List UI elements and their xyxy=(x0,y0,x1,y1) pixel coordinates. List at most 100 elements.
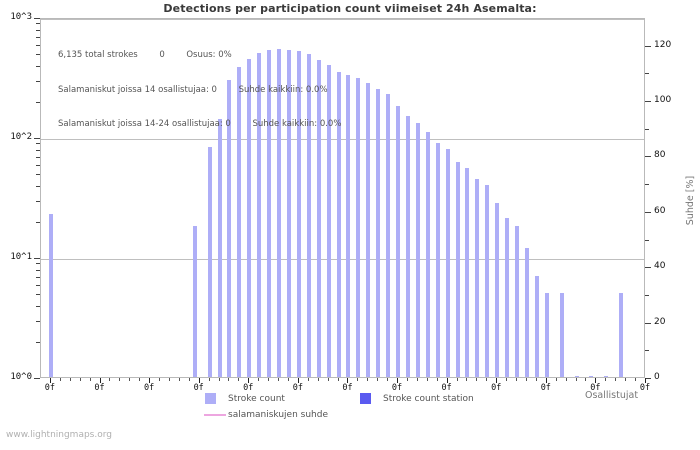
y-tick-label-right: 100 xyxy=(654,95,672,106)
x-tick-minor xyxy=(377,378,379,381)
x-tick-minor xyxy=(416,378,418,381)
x-tick xyxy=(446,378,448,383)
x-tick xyxy=(595,378,597,383)
bar xyxy=(306,54,311,377)
x-tick-minor xyxy=(525,378,527,381)
x-tick-label: 0f xyxy=(491,383,502,393)
y-tick-right xyxy=(645,156,651,158)
bar xyxy=(544,293,549,377)
x-tick xyxy=(496,378,498,383)
y-tick-left-minor xyxy=(36,44,40,46)
x-tick-minor xyxy=(516,378,518,381)
x-tick xyxy=(99,378,101,383)
bar xyxy=(48,213,53,377)
x-tick-minor xyxy=(506,378,508,381)
y-tick-left-minor xyxy=(36,143,40,145)
x-tick xyxy=(397,378,399,383)
y-tick-right xyxy=(645,378,651,379)
bar xyxy=(515,226,520,377)
y-tick-right-minor xyxy=(645,294,649,296)
gridline xyxy=(41,139,644,140)
bar xyxy=(396,106,401,377)
x-tick-minor xyxy=(129,378,131,381)
x-tick-minor xyxy=(555,378,557,381)
y-tick-left-minor xyxy=(36,341,40,343)
x-tick-minor xyxy=(406,378,408,381)
y-tick-left-minor xyxy=(36,294,40,296)
y-tick-label-right: 80 xyxy=(654,150,666,161)
x-tick-minor xyxy=(367,378,369,381)
y-tick-left xyxy=(34,378,40,379)
bar xyxy=(247,58,252,377)
bar xyxy=(192,226,197,377)
x-tick-minor xyxy=(238,378,240,381)
y-tick-left-minor xyxy=(36,305,40,307)
x-tick-minor xyxy=(327,378,329,381)
bar xyxy=(346,74,351,377)
x-tick xyxy=(545,378,547,383)
legend-label: salamaniskujen suhde xyxy=(228,410,328,420)
x-tick-minor xyxy=(625,378,627,381)
bar xyxy=(356,78,361,377)
x-tick-minor xyxy=(228,378,230,381)
x-tick-minor xyxy=(585,378,587,381)
x-tick-minor xyxy=(357,378,359,381)
bar xyxy=(237,67,242,377)
x-tick-minor xyxy=(476,378,478,381)
y-tick-left-minor xyxy=(36,80,40,82)
y-tick-label-left: 10^3 xyxy=(10,12,32,22)
x-tick-minor xyxy=(605,378,607,381)
x-tick xyxy=(645,378,646,383)
x-tick-minor xyxy=(59,378,61,381)
y-tick-label-right: 120 xyxy=(654,39,672,50)
x-tick-minor xyxy=(436,378,438,381)
y-tick-left-minor xyxy=(36,29,40,31)
y-tick-right xyxy=(645,101,651,103)
y-tick-right-minor xyxy=(645,184,649,186)
legend-label: Stroke count xyxy=(228,394,285,404)
bar xyxy=(455,161,460,377)
x-tick-minor xyxy=(178,378,180,381)
x-tick-minor xyxy=(307,378,309,381)
y-tick-left-minor xyxy=(36,174,40,176)
x-tick-label: 0f xyxy=(94,383,105,393)
y-tick-left-minor xyxy=(36,23,40,25)
y-tick-left-minor xyxy=(36,164,40,166)
y-axis-title-right: Suhde [%] xyxy=(685,175,697,226)
y-tick-right-minor xyxy=(645,239,649,241)
y-tick-right-minor xyxy=(645,73,649,75)
x-axis-title: Osallistujat xyxy=(585,390,639,401)
bar-series xyxy=(41,19,644,377)
bar xyxy=(435,142,440,377)
bar xyxy=(415,123,420,377)
legend-label: Stroke count station xyxy=(383,394,474,404)
y-tick-left xyxy=(34,18,40,19)
x-tick-minor xyxy=(278,378,280,381)
annotation-line: 6,135 total strokes 0 Osuus: 0% xyxy=(58,50,232,60)
y-tick-label-left: 10^2 xyxy=(10,132,32,142)
x-tick-minor xyxy=(337,378,339,381)
y-tick-left-minor xyxy=(36,221,40,223)
bar xyxy=(405,115,410,377)
x-tick-minor xyxy=(466,378,468,381)
legend-swatch xyxy=(360,393,371,404)
x-tick-minor xyxy=(287,378,289,381)
x-tick-label: 0f xyxy=(193,383,204,393)
y-tick-left-minor xyxy=(36,149,40,151)
bar xyxy=(619,293,624,377)
x-tick-minor xyxy=(188,378,190,381)
bar xyxy=(495,203,500,377)
bar xyxy=(485,184,490,377)
bar xyxy=(425,132,430,377)
y-tick-left-minor xyxy=(36,156,40,158)
annotation-block: 6,135 total strokes 0 Osuus: 0% Salamani… xyxy=(58,27,341,154)
x-tick xyxy=(347,378,349,383)
x-tick-minor xyxy=(535,378,537,381)
y-tick-left-minor xyxy=(36,101,40,103)
y-tick-right xyxy=(645,267,651,269)
y-tick-left-minor xyxy=(36,36,40,38)
x-tick-label: 0f xyxy=(44,383,56,393)
bar xyxy=(524,247,529,377)
y-tick-right-minor xyxy=(645,350,649,352)
chart-title: Detections per participation count viime… xyxy=(163,2,537,15)
